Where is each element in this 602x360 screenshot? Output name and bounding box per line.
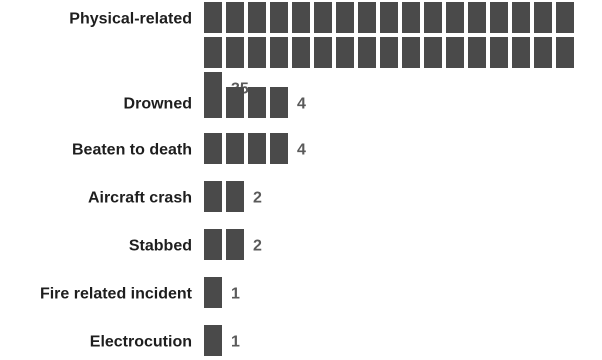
unit-block	[512, 2, 530, 33]
unit-block	[314, 37, 332, 68]
value-label: 4	[297, 96, 306, 113]
unit-block	[204, 181, 222, 212]
value-label: 2	[253, 238, 262, 255]
category-label: Fire related incident	[40, 286, 193, 303]
unit-block	[556, 37, 574, 68]
unit-block	[248, 133, 266, 164]
unit-block	[446, 37, 464, 68]
category-label: Drowned	[124, 96, 192, 113]
unit-block	[336, 37, 354, 68]
unit-block	[204, 325, 222, 356]
unit-block	[358, 37, 376, 68]
unit-block	[248, 87, 266, 118]
unit-block	[270, 87, 288, 118]
unit-block	[402, 37, 420, 68]
category-label: Beaten to death	[72, 142, 192, 159]
category-label: Aircraft crash	[88, 190, 192, 207]
unit-block	[226, 133, 244, 164]
unit-block	[380, 2, 398, 33]
unit-block	[204, 229, 222, 260]
unit-block	[468, 37, 486, 68]
unit-block	[534, 37, 552, 68]
unit-block	[534, 2, 552, 33]
unit-block	[270, 133, 288, 164]
unit-block	[446, 2, 464, 33]
unit-block	[270, 37, 288, 68]
unit-block	[314, 2, 332, 33]
category-label: Electrocution	[90, 334, 192, 351]
unit-block	[226, 37, 244, 68]
unit-block	[424, 2, 442, 33]
value-label: 2	[253, 190, 262, 207]
unit-block	[226, 87, 244, 118]
unit-block	[292, 2, 310, 33]
category-label: Physical-related	[69, 11, 192, 28]
unit-block	[248, 2, 266, 33]
unit-block	[204, 2, 222, 33]
value-label: 1	[231, 334, 240, 351]
unit-block	[226, 2, 244, 33]
unit-block	[204, 277, 222, 308]
unit-block	[336, 2, 354, 33]
value-label: 1	[231, 286, 240, 303]
unit-block	[292, 37, 310, 68]
unit-block	[204, 87, 222, 118]
unit-block	[270, 2, 288, 33]
unit-block	[424, 37, 442, 68]
unit-block	[226, 181, 244, 212]
unit-block	[204, 133, 222, 164]
unit-block	[380, 37, 398, 68]
unit-block	[402, 2, 420, 33]
value-label: 4	[297, 142, 306, 159]
unit-block	[226, 229, 244, 260]
unit-block	[358, 2, 376, 33]
unit-block	[556, 2, 574, 33]
unit-block	[468, 2, 486, 33]
category-label: Stabbed	[129, 238, 192, 255]
unit-block	[490, 2, 508, 33]
unit-block	[248, 37, 266, 68]
unit-block	[490, 37, 508, 68]
unit-block	[204, 37, 222, 68]
unit-block	[512, 37, 530, 68]
